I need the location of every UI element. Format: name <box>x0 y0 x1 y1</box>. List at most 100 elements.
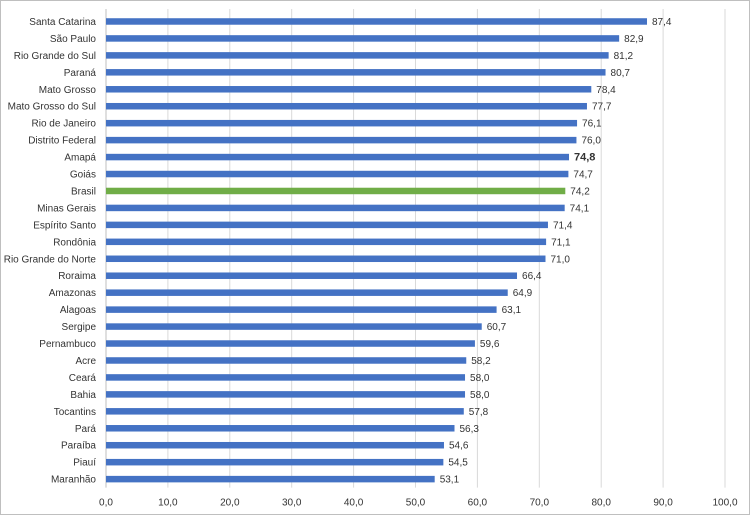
data-label: 58,0 <box>470 373 490 384</box>
x-tick-label: 20,0 <box>220 498 240 509</box>
x-tick-label: 90,0 <box>653 498 673 509</box>
bar <box>106 153 570 161</box>
category-label: Ceará <box>69 373 97 384</box>
category-label: Rio Grande do Norte <box>4 254 97 265</box>
bar <box>106 425 455 432</box>
data-label: 59,6 <box>480 339 500 350</box>
x-tick-label: 40,0 <box>344 498 364 509</box>
data-label: 77,7 <box>592 102 612 113</box>
x-tick-label: 50,0 <box>406 498 426 509</box>
bar <box>106 52 609 59</box>
bar <box>106 272 518 279</box>
category-label: Mato Grosso do Sul <box>8 102 96 113</box>
data-label: 74,1 <box>570 203 590 214</box>
bars <box>106 18 648 483</box>
data-label: 71,0 <box>550 254 570 265</box>
bar <box>106 391 466 398</box>
bar <box>106 18 648 25</box>
category-label: Pernambuco <box>39 339 96 350</box>
data-label: 82,9 <box>624 34 644 45</box>
bar <box>106 221 548 229</box>
category-label: Rio de Janeiro <box>32 119 97 130</box>
bar <box>106 458 444 466</box>
data-label: 60,7 <box>487 322 507 333</box>
x-tick-label: 70,0 <box>530 498 550 509</box>
bar <box>106 187 566 195</box>
data-label: 54,6 <box>449 441 469 452</box>
x-tick-label: 100,0 <box>712 498 737 509</box>
category-label: Pará <box>75 424 97 435</box>
data-label: 74,7 <box>573 170 593 181</box>
bar <box>106 357 467 364</box>
data-label: 64,9 <box>513 288 533 299</box>
category-label: Roraima <box>58 271 96 282</box>
x-tick-label: 0,0 <box>99 498 113 509</box>
category-label: Bahia <box>70 390 96 401</box>
category-label: Piauí <box>73 458 96 469</box>
category-label: Amazonas <box>49 288 96 299</box>
bar <box>106 170 569 178</box>
bar <box>106 340 475 347</box>
category-label: Santa Catarina <box>29 17 96 28</box>
bar <box>106 102 587 110</box>
category-label: Mato Grosso <box>39 85 97 96</box>
category-label: Tocantins <box>54 407 96 418</box>
data-label: 58,0 <box>470 390 490 401</box>
category-label: Espírito Santo <box>33 220 96 231</box>
data-label: 74,8 <box>574 152 595 164</box>
data-label: 57,8 <box>469 407 489 418</box>
category-label: Rio Grande do Sul <box>14 51 96 62</box>
gridlines <box>105 9 726 488</box>
category-label: Paraíba <box>61 441 96 452</box>
bar <box>106 289 508 296</box>
x-axis-tick-labels: 0,0 10,0 20,0 30,0 40,0 50,0 60,0 70,0 80,0 90,0 1… <box>99 498 738 509</box>
bar <box>106 255 546 263</box>
data-label: 76,1 <box>582 119 602 130</box>
bar <box>106 323 482 330</box>
category-label: Acre <box>75 356 96 367</box>
bar <box>106 86 592 93</box>
value-labels: 87,4 82,9 81,2 80,7 78,4 77,7 76,1 76,0 74,8 74,7… <box>440 17 672 486</box>
category-label: Rondônia <box>53 237 96 248</box>
data-label: 56,3 <box>459 424 479 435</box>
data-label: 53,1 <box>440 475 460 486</box>
bar <box>106 69 606 76</box>
bar <box>106 119 578 127</box>
x-tick-label: 10,0 <box>158 498 178 509</box>
category-label: Minas Gerais <box>37 203 96 214</box>
category-label: Alagoas <box>60 305 96 316</box>
category-label: Sergipe <box>62 322 97 333</box>
category-labels: Santa Catarina São Paulo Rio Grande do Sul… <box>4 17 97 486</box>
bar <box>106 136 577 144</box>
data-label: 66,4 <box>522 271 542 282</box>
bar <box>106 374 466 381</box>
bar <box>106 238 547 246</box>
bar <box>106 408 464 415</box>
category-label: Brasil <box>71 186 96 197</box>
data-label: 76,0 <box>581 136 601 147</box>
category-label: Maranhão <box>51 475 96 486</box>
data-label: 71,1 <box>551 237 571 248</box>
bar <box>106 441 444 449</box>
bar <box>106 475 435 483</box>
bar <box>106 204 565 212</box>
data-label: 63,1 <box>502 305 522 316</box>
x-tick-label: 30,0 <box>282 498 302 509</box>
category-label: São Paulo <box>50 34 97 45</box>
data-label: 78,4 <box>596 85 616 96</box>
x-tick-label: 80,0 <box>591 498 611 509</box>
data-label: 87,4 <box>652 17 672 28</box>
x-tick-label: 60,0 <box>468 498 488 509</box>
data-label: 71,4 <box>553 220 573 231</box>
category-label: Amapá <box>64 153 96 164</box>
data-label: 74,2 <box>570 186 590 197</box>
category-label: Paraná <box>64 68 97 79</box>
data-label: 81,2 <box>614 51 634 62</box>
bar <box>106 35 620 42</box>
data-label: 54,5 <box>448 458 468 469</box>
bar <box>106 306 497 313</box>
data-label: 80,7 <box>611 68 631 79</box>
category-label: Goiás <box>70 170 96 181</box>
